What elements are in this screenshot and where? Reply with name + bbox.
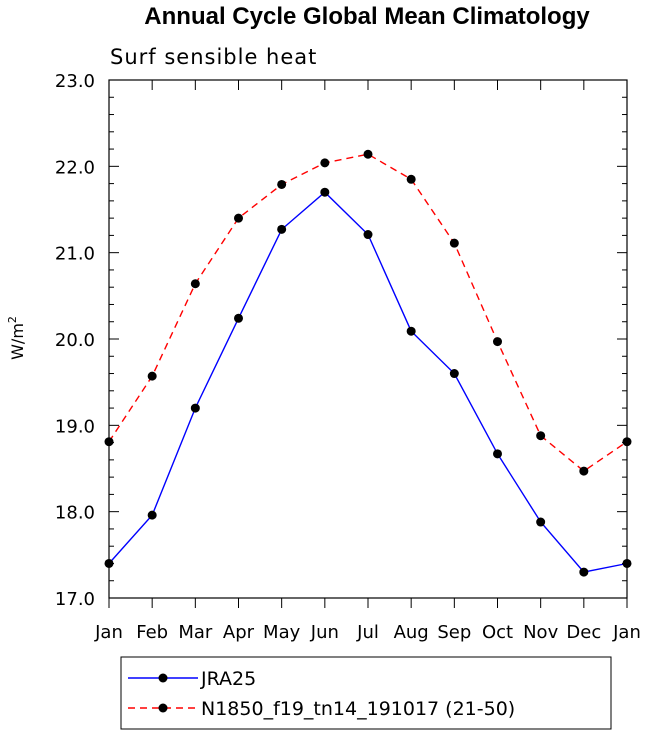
plot-frame — [108, 79, 628, 599]
x-tick-label: Sep — [437, 622, 471, 643]
series-line-2 — [108, 153, 628, 472]
x-tick-label: Aug — [394, 622, 429, 643]
y-tick-label: 18.0 — [55, 503, 95, 524]
series-2-point — [536, 431, 546, 441]
legend: JRA25 N1850_f19_tn14_191017 (21-50) — [120, 656, 612, 730]
x-tick-label: Jan — [612, 622, 641, 643]
series-2-point — [493, 337, 502, 347]
x-tick-label: Nov — [523, 622, 558, 643]
series-1-point — [190, 403, 200, 413]
chart-title: Annual Cycle Global Mean Climatology — [144, 3, 590, 30]
legend-label-1: JRA25 — [200, 668, 256, 690]
series-1-point — [536, 517, 546, 527]
y-axis-label-superscript: 2 — [6, 316, 19, 323]
series-1-point — [104, 558, 114, 568]
x-tick-label: Jun — [310, 622, 339, 643]
series-1-point — [406, 326, 416, 336]
chart-subtitle: Surf sensible heat — [110, 45, 317, 69]
series-2-point — [622, 437, 632, 447]
series-1-point — [493, 449, 502, 459]
series-1-point — [622, 558, 632, 568]
series-1-point — [277, 224, 287, 234]
x-tick-label: Oct — [482, 622, 513, 643]
y-tick-label: 19.0 — [55, 416, 95, 437]
y-tick-label: 17.0 — [55, 589, 95, 610]
legend-marker-2 — [158, 703, 168, 713]
x-tick-label: Jul — [356, 622, 379, 643]
x-tick-label: Apr — [223, 622, 255, 643]
y-tick-label: 22.0 — [55, 157, 95, 178]
series-2-point — [104, 437, 114, 447]
x-tick-label: Dec — [566, 622, 601, 643]
legend-label-2: N1850_f19_tn14_191017 (21-50) — [201, 698, 515, 720]
x-tick-label: Feb — [136, 622, 168, 643]
series-2-point — [234, 213, 243, 223]
series-line-1 — [108, 191, 628, 573]
series-2-point — [406, 174, 416, 184]
y-axis-tick-labels: 17.0 18.0 19.0 20.0 21.0 22.0 23.0 — [55, 71, 95, 610]
y-tick-label: 20.0 — [55, 330, 95, 351]
series-1-point — [320, 187, 330, 197]
x-tick-label: Mar — [178, 622, 213, 643]
series-2-point — [320, 158, 330, 168]
series-1-point — [234, 313, 243, 323]
x-tick-label: Jan — [94, 622, 123, 643]
x-axis-tick-labels: Jan Feb Mar Apr May Jun Jul Aug Sep Oct Nov Dec Jan — [94, 622, 641, 643]
y-axis-label-base: W/m — [8, 323, 27, 360]
series-1-point — [147, 510, 157, 520]
series-2-point — [190, 279, 200, 289]
axis-ticks — [108, 79, 628, 608]
legend-box — [120, 656, 612, 730]
y-axis-label: W/m2 — [6, 316, 27, 360]
series-1-point — [579, 567, 589, 577]
series-1-point — [449, 369, 459, 379]
series-2-point — [579, 466, 589, 476]
series-layer — [104, 149, 632, 577]
y-tick-label: 23.0 — [55, 71, 95, 92]
series-2-point — [147, 371, 157, 381]
series-1-point — [363, 230, 373, 240]
series-2-point — [277, 179, 287, 189]
x-tick-label: May — [263, 622, 301, 643]
y-tick-label: 21.0 — [55, 244, 95, 265]
series-2-point — [363, 149, 373, 159]
series-2-point — [449, 238, 459, 248]
legend-marker-1 — [158, 673, 168, 683]
